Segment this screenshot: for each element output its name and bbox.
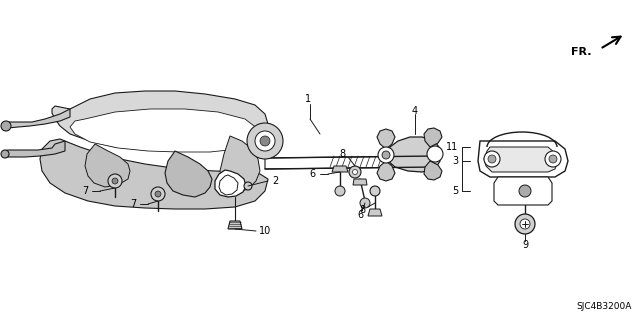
Circle shape [520, 219, 530, 229]
Polygon shape [220, 136, 260, 192]
Polygon shape [215, 170, 246, 197]
Circle shape [151, 187, 165, 201]
Circle shape [108, 174, 122, 188]
Polygon shape [265, 156, 435, 169]
Polygon shape [424, 161, 442, 180]
Polygon shape [40, 139, 268, 209]
Circle shape [427, 146, 443, 162]
Polygon shape [70, 109, 258, 152]
Circle shape [1, 121, 11, 131]
Circle shape [515, 214, 535, 234]
Circle shape [112, 178, 118, 184]
Polygon shape [424, 128, 442, 147]
Text: 8: 8 [339, 149, 345, 159]
Polygon shape [85, 144, 130, 187]
Polygon shape [219, 175, 238, 195]
Circle shape [1, 150, 9, 158]
Circle shape [360, 198, 370, 208]
Polygon shape [494, 177, 552, 205]
Circle shape [255, 131, 275, 151]
Text: 6: 6 [357, 210, 363, 220]
Polygon shape [52, 91, 268, 151]
Text: 8: 8 [359, 205, 365, 215]
Text: 9: 9 [522, 240, 528, 250]
Polygon shape [368, 209, 382, 216]
Text: 6: 6 [310, 169, 316, 179]
Text: 7: 7 [130, 199, 136, 209]
Circle shape [545, 151, 561, 167]
Polygon shape [165, 151, 212, 197]
Circle shape [549, 155, 557, 163]
Polygon shape [332, 166, 348, 172]
Polygon shape [4, 141, 65, 157]
Circle shape [349, 166, 361, 178]
Text: FR.: FR. [572, 47, 592, 57]
Text: 11: 11 [445, 142, 458, 152]
Circle shape [382, 151, 390, 159]
Text: 7: 7 [82, 186, 88, 196]
Circle shape [244, 182, 252, 190]
Circle shape [353, 169, 358, 174]
Text: 3: 3 [452, 156, 458, 166]
Polygon shape [484, 147, 558, 172]
Polygon shape [353, 179, 367, 185]
Circle shape [260, 136, 270, 146]
Polygon shape [478, 141, 568, 177]
Circle shape [378, 147, 394, 163]
Circle shape [488, 155, 496, 163]
Circle shape [335, 186, 345, 196]
Text: 5: 5 [452, 186, 458, 196]
Circle shape [519, 185, 531, 197]
Text: 10: 10 [259, 226, 271, 236]
Polygon shape [228, 221, 242, 229]
Text: 2: 2 [272, 176, 278, 186]
Circle shape [484, 151, 500, 167]
Circle shape [247, 123, 283, 159]
Polygon shape [5, 109, 70, 128]
Polygon shape [377, 129, 395, 149]
Text: 4: 4 [412, 106, 418, 116]
Circle shape [370, 186, 380, 196]
Circle shape [155, 191, 161, 197]
Text: 1: 1 [305, 94, 311, 104]
Text: SJC4B3200A: SJC4B3200A [577, 302, 632, 311]
Polygon shape [377, 161, 395, 181]
Polygon shape [385, 137, 440, 172]
